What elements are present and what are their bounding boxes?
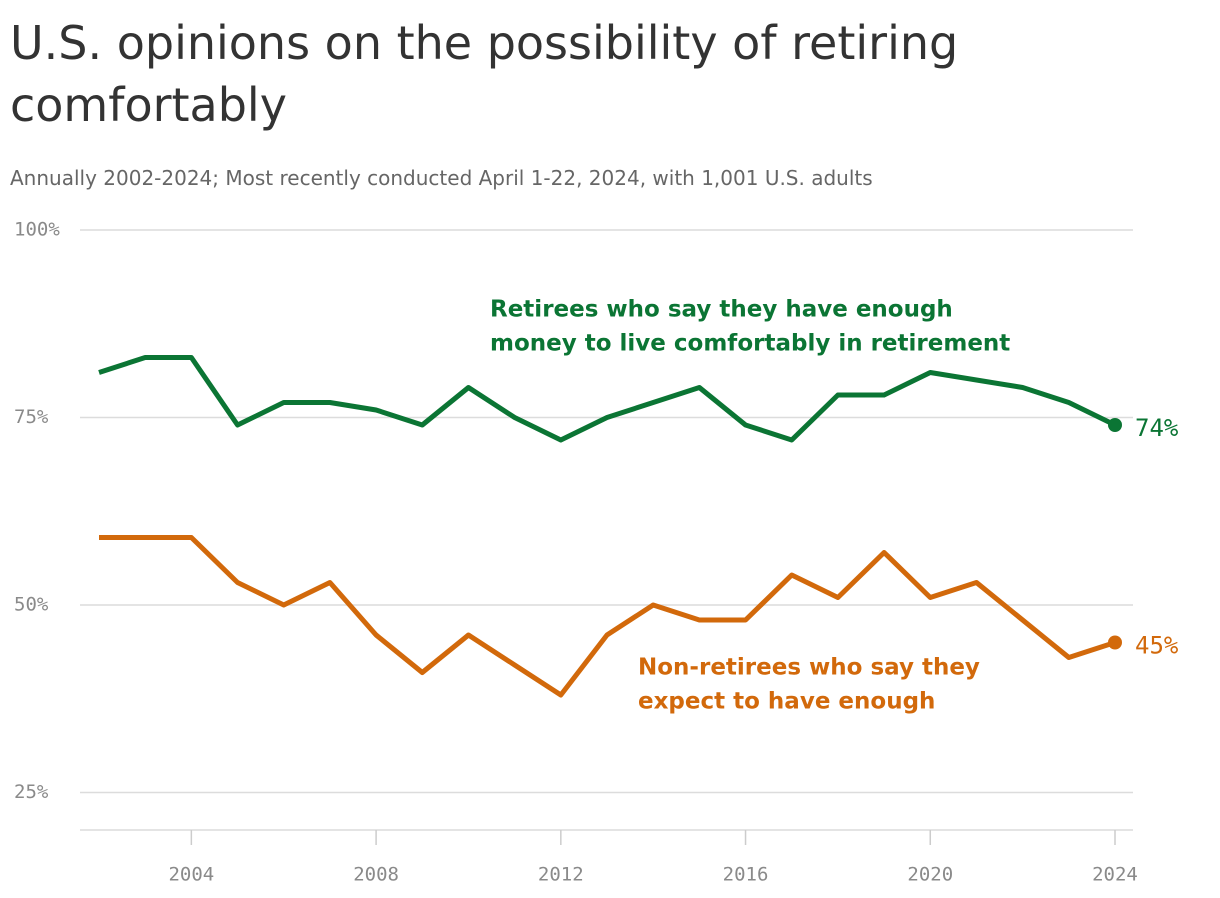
x-tick-label: 2012 [538,864,584,886]
series-annotation: money to live comfortably in retirement [490,331,1010,357]
y-tick-label: 100% [14,219,60,241]
end-label: 45% [1135,632,1179,660]
end-point [1108,418,1122,432]
x-tick-label: 2008 [353,864,399,886]
y-tick-label: 25% [14,781,49,803]
end-point [1108,635,1122,650]
x-tick-label: 2020 [907,864,953,886]
y-tick-label: 75% [14,406,49,428]
chart-subtitle: Annually 2002-2024; Most recently conduc… [10,166,873,190]
x-tick-label: 2016 [723,864,769,886]
series-annotation: Non-retirees who say they [638,655,980,681]
series-line [98,355,1117,443]
end-label: 74% [1135,414,1179,442]
series-annotation: Retirees who say they have enough [490,297,953,323]
x-tick-label: 2024 [1092,864,1138,886]
chart-title: U.S. opinions on the possibility of reti… [10,16,959,132]
y-tick-label: 50% [14,594,49,616]
x-tick-label: 2004 [168,864,214,886]
series-annotation: expect to have enough [638,689,935,715]
series-line [99,535,1116,698]
